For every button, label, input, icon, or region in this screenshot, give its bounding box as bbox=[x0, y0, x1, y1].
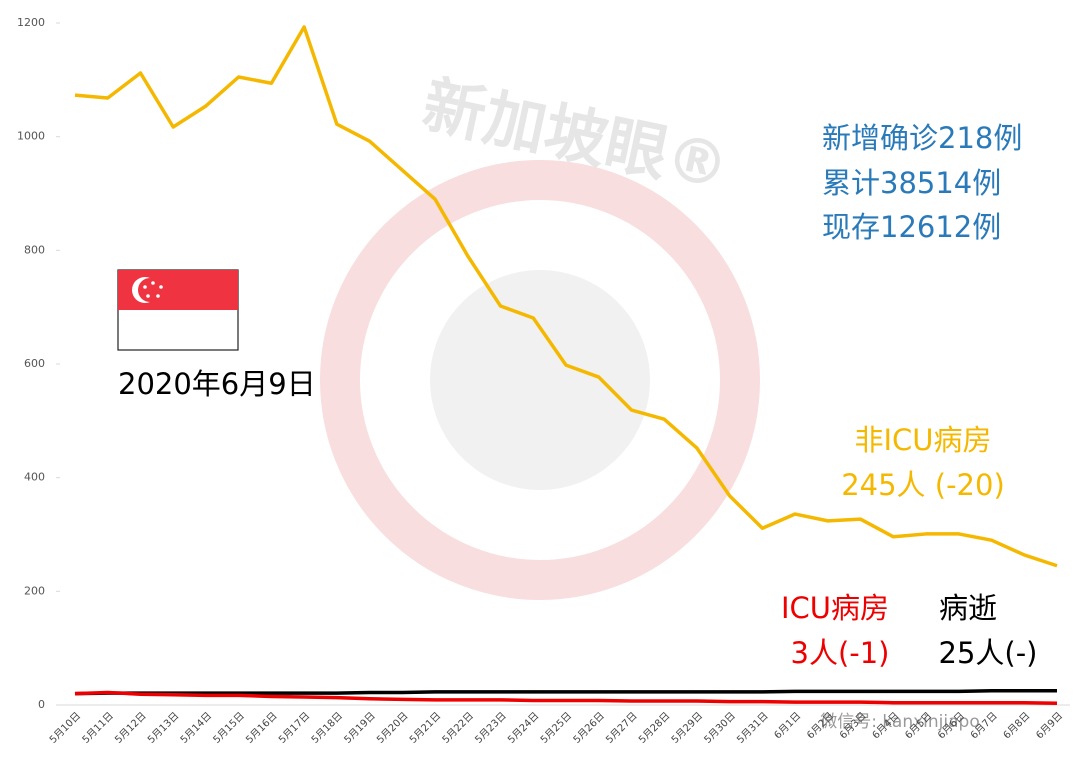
x-tick-label: 6月1日 bbox=[772, 710, 804, 742]
x-tick-label: 5月16日 bbox=[244, 710, 280, 746]
x-tick-label: 5月11日 bbox=[80, 710, 116, 746]
x-tick-label: 5月10日 bbox=[47, 710, 83, 746]
annotation: 2020年6月9日 bbox=[118, 367, 316, 401]
x-tick-label: 5月15日 bbox=[211, 710, 247, 746]
watermark-logo-center bbox=[430, 270, 650, 490]
annotation: 累计38514例 bbox=[822, 166, 1001, 200]
y-tick-label: 200 bbox=[24, 584, 45, 597]
x-tick-label: 5月31日 bbox=[735, 710, 771, 746]
annotation: 25人(-) bbox=[939, 636, 1038, 670]
annotation: 病逝 bbox=[939, 591, 997, 625]
x-tick-label: 5月17日 bbox=[276, 710, 312, 746]
footer: 微信号: kanxinjiapo bbox=[820, 712, 979, 732]
y-tick-label: 1000 bbox=[17, 130, 45, 143]
x-tick-label: 5月26日 bbox=[571, 710, 607, 746]
x-tick-label: 5月21日 bbox=[407, 710, 443, 746]
annotation: 245人 (-20) bbox=[841, 468, 1005, 502]
watermark-logo bbox=[320, 160, 760, 600]
x-tick-label: 5月18日 bbox=[309, 710, 345, 746]
x-tick-label: 5月20日 bbox=[374, 710, 410, 746]
x-tick-label: 6月9日 bbox=[1034, 710, 1066, 742]
y-tick-label: 0 bbox=[38, 698, 45, 711]
x-tick-label: 5月28日 bbox=[636, 710, 672, 746]
x-tick-label: 5月24日 bbox=[505, 710, 541, 746]
x-tick-label: 5月12日 bbox=[113, 710, 149, 746]
x-tick-label: 5月14日 bbox=[178, 710, 214, 746]
series-line bbox=[74, 689, 1057, 696]
annotation: 新增确诊218例 bbox=[822, 121, 1022, 155]
x-tick-label: 5月19日 bbox=[342, 710, 378, 746]
x-tick-label: 5月29日 bbox=[669, 710, 705, 746]
x-tick-label: 5月22日 bbox=[440, 710, 476, 746]
annotation: 非ICU病房 bbox=[854, 423, 991, 457]
x-tick-label: 5月25日 bbox=[538, 710, 574, 746]
annotation: 3人(-1) bbox=[791, 636, 890, 670]
y-tick-label: 400 bbox=[24, 471, 45, 484]
series-line bbox=[74, 25, 1058, 568]
x-tick-label: 5月30日 bbox=[702, 710, 738, 746]
flag bbox=[117, 269, 239, 351]
y-tick-label: 600 bbox=[24, 357, 45, 370]
series-line bbox=[74, 690, 1058, 706]
x-tick-label: 5月27日 bbox=[604, 710, 640, 746]
annotation: ICU病房 bbox=[781, 591, 889, 625]
y-tick-label: 1200 bbox=[17, 16, 45, 29]
y-tick-label: 800 bbox=[24, 243, 45, 256]
x-tick-label: 5月13日 bbox=[145, 710, 181, 746]
x-tick-label: 6月8日 bbox=[1001, 710, 1033, 742]
annotation: 现存12612例 bbox=[822, 210, 1001, 244]
x-tick-label: 5月23日 bbox=[473, 710, 509, 746]
